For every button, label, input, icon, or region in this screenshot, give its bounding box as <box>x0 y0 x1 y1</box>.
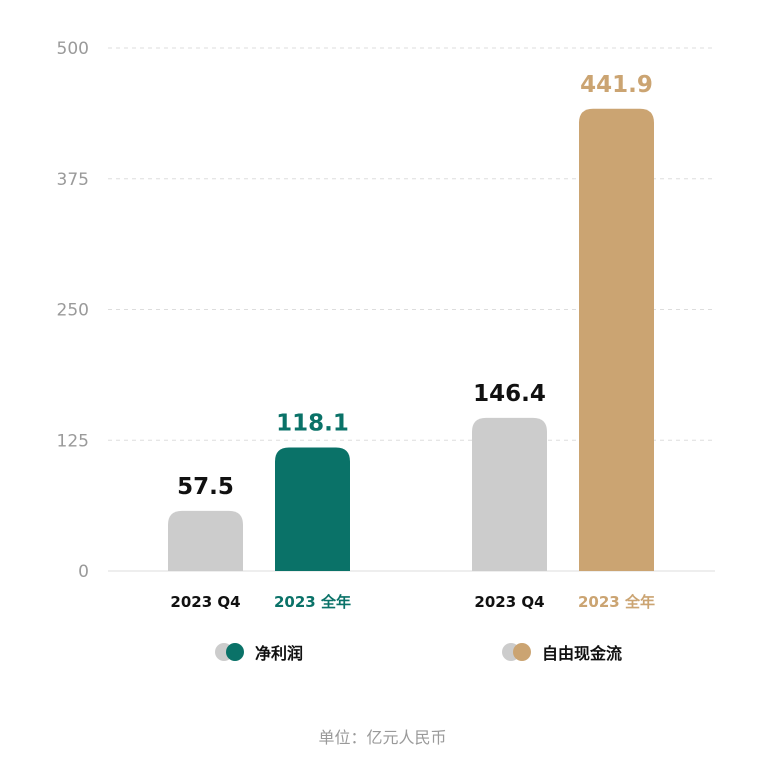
legend-dot-year <box>513 643 531 661</box>
legend-label: 净利润 <box>255 644 304 663</box>
y-tick-label: 250 <box>57 301 89 321</box>
y-tick-label: 125 <box>57 431 89 451</box>
value-label: 57.5 <box>177 474 234 500</box>
x-tick-label: 2023 Q4 <box>170 593 240 611</box>
y-tick-label: 0 <box>78 562 89 582</box>
value-label: 146.4 <box>473 381 546 407</box>
legend-free-cash-flow: 自由现金流 <box>502 640 622 664</box>
legend-net-profit: 净利润 <box>215 640 303 664</box>
value-label: 441.9 <box>580 72 653 98</box>
legend-swatch <box>215 642 245 662</box>
legend-swatch <box>502 642 532 662</box>
bar <box>275 447 350 571</box>
x-tick-label: 2023 Q4 <box>474 593 544 611</box>
unit-note: 单位：亿元人民币 <box>318 728 447 747</box>
value-label: 118.1 <box>276 410 349 436</box>
y-tick-label: 500 <box>57 39 89 59</box>
y-tick-label: 375 <box>57 170 89 190</box>
bar <box>472 417 547 571</box>
legend-dot-year <box>226 643 244 661</box>
x-tick-label: 2023 全年 <box>274 593 351 611</box>
bar <box>168 510 243 571</box>
x-tick-label: 2023 全年 <box>578 593 655 611</box>
legend-label: 自由现金流 <box>542 644 623 663</box>
bar-chart: 0 125 250 375 500 57.5 2023 Q4 118.1 2023 全年 146.… <box>57 39 715 611</box>
bar <box>579 108 654 572</box>
